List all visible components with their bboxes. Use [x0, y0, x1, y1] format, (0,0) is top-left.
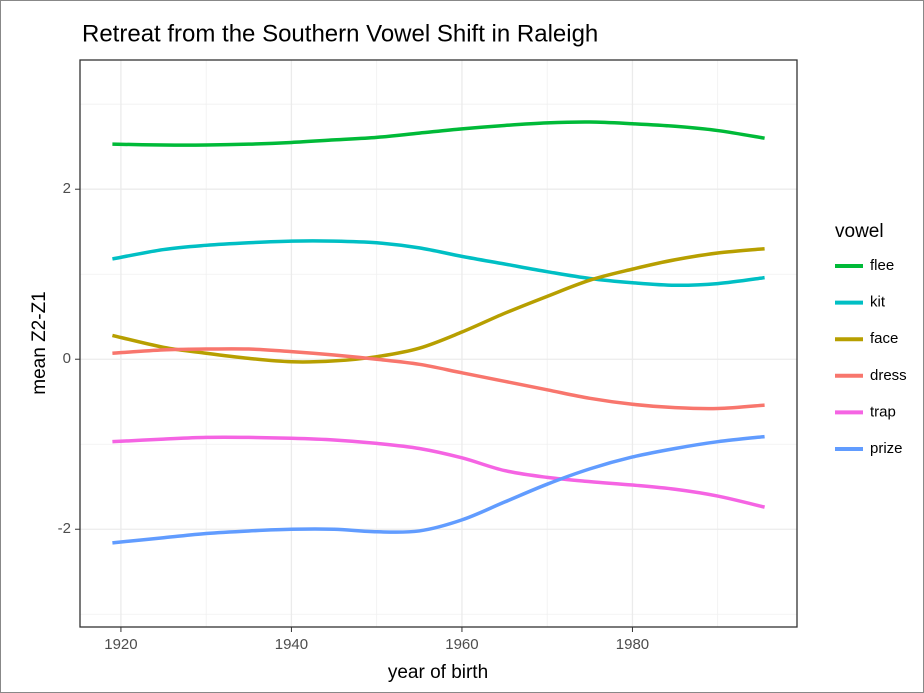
y-axis-label: mean Z2-Z1 [29, 291, 50, 394]
x-tick-label: 1980 [616, 636, 649, 653]
legend-label: flee [870, 257, 894, 274]
legend-label: dress [870, 367, 907, 384]
legend-label: prize [870, 440, 903, 457]
series-line [112, 434, 765, 545]
legend-label: kit [870, 294, 886, 311]
series-line [112, 120, 765, 147]
series-line [112, 246, 765, 364]
chart-title: Retreat from the Southern Vowel Shift in… [82, 20, 598, 47]
series-line [112, 347, 765, 411]
plot-border [79, 59, 798, 628]
y-tick-label: 2 [63, 180, 71, 197]
x-axis-label: year of birth [388, 662, 488, 683]
x-tick-label: 1920 [104, 636, 137, 653]
x-tick-label: 1940 [275, 636, 308, 653]
y-tick-label: -2 [58, 520, 71, 537]
x-tick-label: 1960 [445, 636, 478, 653]
legend-label: face [870, 330, 898, 347]
series-line [112, 239, 765, 288]
series-line [112, 435, 766, 509]
y-tick-label: 0 [63, 350, 71, 367]
legend-title: vowel [835, 221, 884, 242]
legend-label: trap [870, 403, 896, 420]
